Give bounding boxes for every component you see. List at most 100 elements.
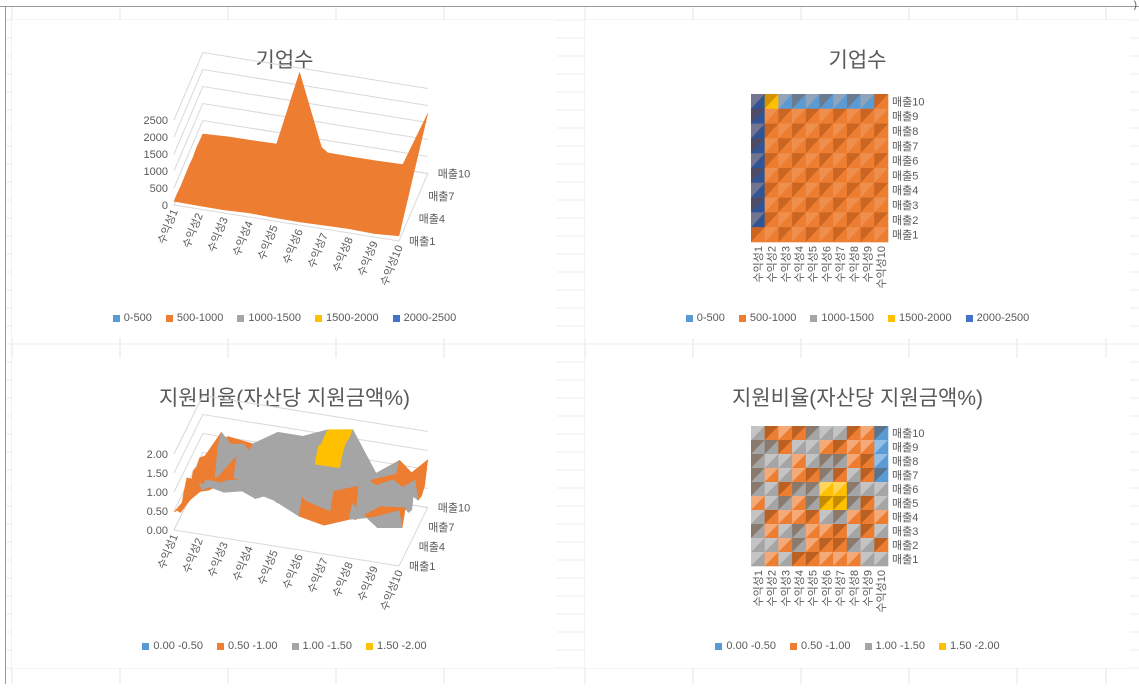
heatmap-cell <box>819 123 834 139</box>
heatmap-cell <box>778 197 793 213</box>
legend-swatch <box>715 642 723 650</box>
x-tick-label: 수익성7 <box>305 231 331 270</box>
legend-swatch <box>216 642 224 650</box>
legend-label: 500-1000 <box>749 312 797 324</box>
legend-item: 2000-2500 <box>965 312 1029 324</box>
heatmap-cell <box>751 168 765 184</box>
heatmap-cell-shade <box>860 496 875 510</box>
heatmap-cell <box>778 108 793 124</box>
heatmap-cell-shade <box>778 482 793 496</box>
back-wall-gridline <box>173 51 428 121</box>
heatmap-cell-shade <box>860 212 875 228</box>
heatmap-cell-shade <box>846 168 861 183</box>
heatmap-cell <box>751 538 765 553</box>
heatmap-cell <box>819 153 834 169</box>
chart-panel-support-ratio-topview[interactable]: 지원비율(자산당 지원금액%) 매출1 매출2 매출3 매출4 매출5 매출6 매출7 매출8… <box>585 358 1130 668</box>
legend-item: 0-500 <box>112 312 152 324</box>
legend-item: 1500-2000 <box>315 312 379 324</box>
heatmap-cell-shade <box>778 440 793 454</box>
heatmap-cell <box>874 168 889 184</box>
heatmap-cell <box>860 153 875 169</box>
x-tick-label: 수익성6 <box>820 246 833 282</box>
heatmap-cell-shade <box>819 538 834 552</box>
heatmap-cell-shade <box>860 138 875 154</box>
heatmap-cell-shade <box>764 197 779 213</box>
heatmap-cell-shade <box>846 108 861 124</box>
heatmap-cell <box>778 153 793 169</box>
heatmap-cell-shade <box>846 123 861 139</box>
y-tick-label: 매출6 <box>892 483 918 496</box>
chart-panel-company-count-topview[interactable]: 기업수 매출1 매출2 매출3 매출4 매출5 매출6 매출7 매출8 매출9 매출10 수익성1 수… <box>585 20 1130 338</box>
y-tick-label: 매출3 <box>892 199 918 212</box>
heatmap-cell <box>805 153 820 169</box>
heatmap-cell-shade <box>833 426 847 440</box>
heatmap-cell-shade <box>778 496 793 510</box>
heatmap-cell <box>833 524 848 539</box>
legend-label: 1500-2000 <box>899 312 952 324</box>
heatmap-cell-shade <box>764 440 779 454</box>
heatmap-cell <box>860 454 875 469</box>
y-tick-label: 매출7 <box>428 521 454 534</box>
heatmap-cell <box>805 168 820 184</box>
x-tick-label: 수익성8 <box>330 560 356 599</box>
heatmap-cell <box>764 454 779 469</box>
heatmap-cell <box>833 197 848 213</box>
heatmap-cell-shade <box>819 468 834 482</box>
heatmap-cell <box>778 524 793 539</box>
heatmap-cell <box>833 168 848 184</box>
heatmap-cell-shade <box>819 168 834 183</box>
heatmap-cell-shade <box>846 212 861 228</box>
heatmap-cell <box>778 454 793 469</box>
heatmap-cell <box>764 496 779 511</box>
legend-item: 1.00 -1.50 <box>291 640 352 652</box>
heatmap-cell-shade <box>751 108 765 124</box>
heatmap-cell <box>792 454 807 469</box>
legend-item: 0.50 -1.00 <box>216 640 278 652</box>
heatmap-cell-shade <box>846 440 861 454</box>
y-tick-label: 매출9 <box>892 110 918 123</box>
heatmap-cell-shade <box>751 538 765 552</box>
heatmap-cell <box>846 482 861 497</box>
heatmap-cell <box>846 197 861 213</box>
heatmap-cell <box>751 212 765 228</box>
x-tick-label: 수익성1 <box>155 207 181 246</box>
heatmap-cell <box>805 510 820 525</box>
x-tick-label: 수익성10 <box>378 568 406 612</box>
heatmap-cell-shade <box>792 138 806 154</box>
heatmap-cell <box>846 108 861 124</box>
heatmap-cell <box>764 138 779 154</box>
heatmap-cell-shade <box>819 123 834 139</box>
heatmap-cell <box>764 426 779 441</box>
x-tick-label: 수익성2 <box>180 211 206 250</box>
heatmap-cell-shade <box>751 552 765 566</box>
heatmap-cell <box>874 197 889 213</box>
legend-swatch <box>789 642 797 650</box>
heatmap-cell <box>833 123 848 139</box>
heatmap-cell-shade <box>819 510 834 524</box>
heatmap-cell <box>874 212 889 228</box>
z-tick-label: 500 <box>150 183 168 195</box>
x-tick-label: 수익성7 <box>305 556 331 595</box>
heatmap-cell <box>792 440 807 455</box>
heatmap-cell <box>805 94 820 110</box>
heatmap-cell <box>819 496 834 511</box>
x-tick-label: 수익성4 <box>230 544 256 583</box>
heatmap-cell-shade <box>860 482 875 496</box>
heatmap-cell-shade <box>764 123 779 139</box>
legend-swatch <box>685 314 693 322</box>
heatmap-cell-shade <box>833 138 847 154</box>
heatmap-cell-shade <box>778 212 793 228</box>
x-tick-label: 수익성1 <box>155 532 181 571</box>
heatmap-cell <box>778 138 793 154</box>
chart-panel-support-ratio-3d[interactable]: 지원비율(자산당 지원금액%) 0.00 0.50 1.00 1.50 2.00 수익성1… <box>12 358 557 668</box>
heatmap-cell <box>860 108 875 124</box>
heatmap-cell <box>860 426 875 441</box>
heatmap-cell-shade <box>792 108 806 124</box>
legend-item: 0.50 -1.00 <box>789 640 851 652</box>
chart-panel-company-count-3d[interactable]: 기업수 0 500 1000 1500 2000 2500 수익성1 수익성2 수익성3 수익성4… <box>12 20 557 338</box>
heatmap-cell <box>860 94 875 110</box>
heatmap-cell <box>860 197 875 213</box>
heatmap-cell <box>792 153 807 169</box>
